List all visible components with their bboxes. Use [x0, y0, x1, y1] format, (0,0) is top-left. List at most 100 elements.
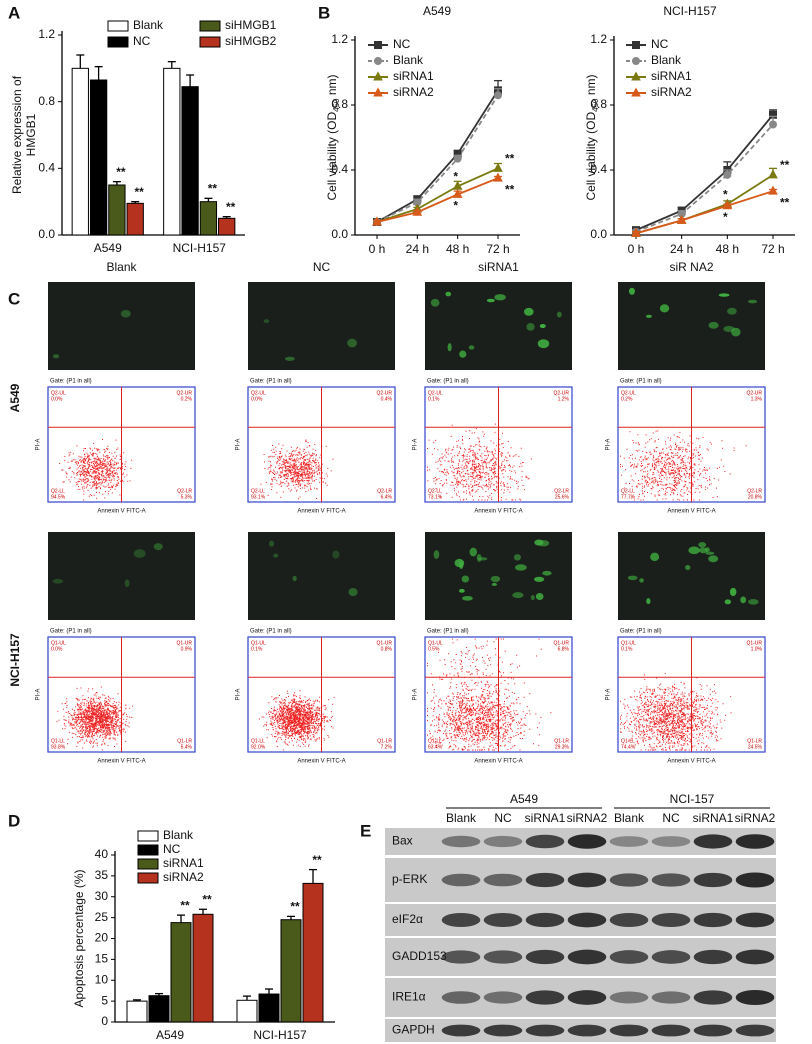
cell-signal — [556, 311, 562, 318]
flow-y-label: PI-A — [606, 689, 612, 701]
quadrant-name: Q2-LR — [377, 488, 392, 494]
cell-signal — [724, 599, 731, 605]
error-bar — [177, 914, 185, 923]
legend-swatch — [137, 872, 159, 884]
bar — [218, 217, 236, 236]
error-bar — [133, 999, 141, 1002]
point — [631, 71, 641, 81]
quadrant-percent: 0.1% — [251, 646, 263, 652]
blot-band — [609, 1024, 649, 1037]
cell-signal — [533, 576, 545, 582]
blot-band — [483, 873, 523, 887]
blot-band — [693, 949, 733, 965]
quadrant-name: Q1-UL — [621, 640, 636, 646]
cell-signal — [639, 578, 644, 583]
protein-label: eIF2α — [392, 912, 423, 926]
blot-band — [693, 990, 733, 1005]
flow-y-label: PI-A — [36, 689, 42, 701]
point — [493, 162, 503, 172]
point — [374, 57, 382, 65]
blot-band — [483, 950, 523, 964]
quadrant-name: Q1-LL — [51, 738, 65, 744]
cell-signal — [347, 338, 358, 348]
gate-label: Gate: (P1 in all) — [250, 629, 292, 635]
point — [453, 154, 462, 163]
micrograph — [618, 532, 765, 620]
legend-label: siRNA2 — [163, 870, 204, 884]
gate-label: Gate: (P1 in all) — [427, 629, 469, 635]
y-label-part: 450 — [591, 98, 600, 112]
quadrant-name: Q2-LL — [51, 488, 65, 494]
cell-signal — [645, 314, 652, 318]
bar — [126, 202, 144, 236]
quadrant-percent: 20.8% — [748, 494, 763, 500]
flow-events — [56, 686, 133, 751]
bar — [163, 67, 181, 236]
column-header: NC — [313, 260, 331, 274]
legend-label: siRNA2 — [651, 85, 692, 99]
quadrant-percent: 0.2% — [621, 396, 633, 402]
cell-signal — [458, 588, 465, 593]
blot-band — [441, 950, 481, 964]
blot-band — [441, 1024, 481, 1037]
cell-signal — [458, 561, 464, 569]
cell-signal — [542, 570, 552, 576]
protein-label: p-ERK — [392, 872, 427, 886]
y-label-part: Apoptosis percentage (%) — [72, 869, 86, 1007]
quadrant-name: Q2-UR — [176, 390, 192, 396]
cell-signal — [646, 598, 651, 605]
error-bar — [287, 915, 295, 920]
y-tick-label: 0.4 — [331, 162, 348, 176]
blot-band — [567, 912, 607, 928]
y-tick-label: 0.4 — [38, 161, 55, 175]
error-bar — [265, 988, 273, 995]
quadrant-name: Q1-LR — [377, 738, 392, 744]
blot-band — [609, 991, 649, 1004]
blot-band — [567, 872, 607, 888]
quadrant-name: Q1-UL — [428, 640, 443, 646]
cell-signal — [433, 550, 440, 559]
legend-label: NC — [393, 37, 411, 51]
lane-label: siRNA2 — [567, 811, 608, 825]
legend-label: siHMGB2 — [225, 34, 277, 48]
error-bar — [112, 181, 121, 185]
cell-signal — [705, 551, 715, 555]
significance: ** — [290, 900, 300, 914]
error-bar — [131, 201, 140, 204]
point — [631, 227, 641, 237]
cell-signal — [535, 593, 544, 601]
flow-x-label: Annexin V FITC-A — [667, 509, 715, 515]
quadrant-name: Q2-LR — [747, 488, 762, 494]
significance: ** — [208, 182, 218, 196]
x-tick-label: 48 h — [446, 242, 469, 256]
gate-label: Gate: (P1 in all) — [250, 379, 292, 385]
blot-band — [651, 873, 691, 887]
cell-signal — [708, 321, 719, 329]
y-tick-label: 5 — [101, 993, 108, 1007]
line — [635, 190, 774, 235]
panel-label: A — [8, 3, 20, 22]
cell-signal — [445, 291, 452, 297]
y-tick-label: 40 — [95, 847, 109, 861]
bar — [199, 201, 218, 236]
y-axis-label: Apoptosis percentage (%) — [72, 869, 86, 1007]
line — [376, 167, 499, 223]
bar — [192, 913, 214, 1023]
gate-label: Gate: (P1 in all) — [50, 379, 92, 385]
lane-label: siRNA1 — [693, 811, 734, 825]
micrograph — [248, 532, 395, 620]
quadrant-percent: 0.4% — [381, 396, 393, 402]
significance: ** — [135, 185, 145, 199]
y-tick-label: 0.8 — [38, 94, 55, 108]
flow-x-label: Annexin V FITC-A — [474, 759, 522, 765]
point — [768, 169, 778, 179]
y-tick-label: 1.2 — [590, 32, 607, 46]
cell-signal — [490, 575, 501, 583]
chart-title: A549 — [423, 4, 451, 18]
significance: ** — [780, 158, 790, 172]
point — [493, 172, 503, 182]
blot-band — [735, 912, 775, 928]
quadrant-name: Q2-UR — [746, 390, 762, 396]
legend-swatch — [137, 830, 159, 842]
